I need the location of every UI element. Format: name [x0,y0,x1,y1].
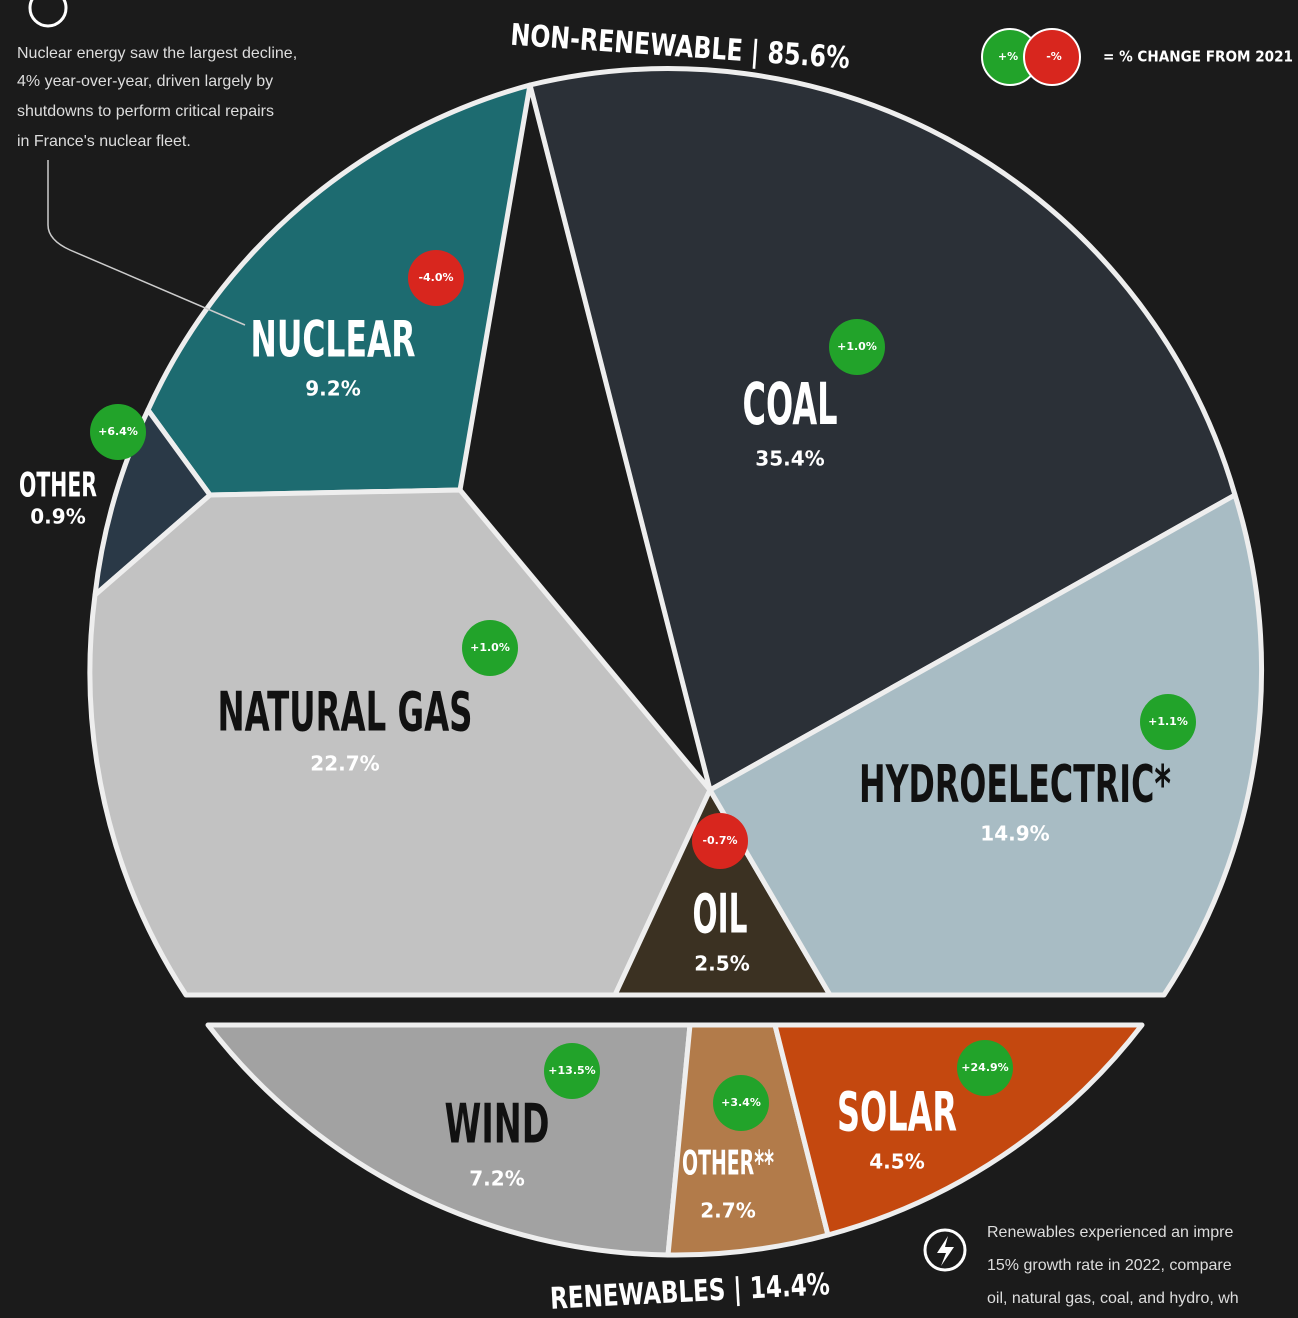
segment-change: +3.4% [721,1096,761,1109]
legend-positive: +% [998,50,1018,63]
segment-name: COAL [743,370,838,438]
segment-change: +1.1% [1148,715,1188,728]
segment-name: HYDROELECTRIC* [859,755,1171,815]
segment-name: NATURAL GAS [218,681,473,744]
segment-change: +24.9% [961,1061,1008,1074]
segment-name: SOLAR [837,1081,957,1144]
segment-name: OIL [693,883,748,946]
segment-change: +1.0% [837,340,877,353]
note-line: in France's nuclear fleet. [17,133,191,150]
segment-share: 35.4% [755,447,824,471]
note-line: Renewables experienced an impre [987,1224,1233,1241]
segment-share: 9.2% [305,377,360,401]
segment-name: OTHER [19,466,97,506]
legend-negative: -% [1046,50,1062,63]
segment-change: -0.7% [702,834,737,847]
segment-name: WIND [445,1093,550,1156]
segment-share: 14.9% [980,822,1049,846]
note-line: shutdowns to perform critical repairs [17,103,274,120]
segment-share: 22.7% [310,752,379,776]
segment-change: +13.5% [548,1064,595,1077]
note-line: 15% growth rate in 2022, compare [987,1257,1232,1274]
segment-share: 2.5% [694,952,749,976]
segment-name: OTHER** [682,1144,774,1184]
nuclear-icon [30,0,66,26]
solar-sector [775,1025,1142,1235]
nuclear-sector [148,85,530,495]
segment-share: 0.9% [30,505,85,529]
note-line: 4% year-over-year, driven largely by [17,73,273,90]
oil-label: OIL 2.5% -0.7% [692,813,750,976]
infographic: NON-RENEWABLE | 85.6% RENEWABLES | 14.4%… [0,0,1298,1318]
bolt [937,1236,954,1266]
note-line: oil, natural gas, coal, and hydro, wh [987,1290,1239,1307]
segment-share: 4.5% [869,1150,924,1174]
renewables-label: RENEWABLES | 14.4% [549,1267,830,1317]
segment-share: 2.7% [700,1199,755,1223]
note-line: Nuclear energy saw the largest decline, [17,45,297,62]
segment-name: NUCLEAR [251,311,416,369]
legend-label: = % CHANGE FROM 2021 [1103,48,1293,66]
segment-change: -4.0% [418,271,453,284]
segment-change: +1.0% [470,641,510,654]
segment-change: +6.4% [98,425,138,438]
segment-share: 7.2% [469,1167,524,1191]
